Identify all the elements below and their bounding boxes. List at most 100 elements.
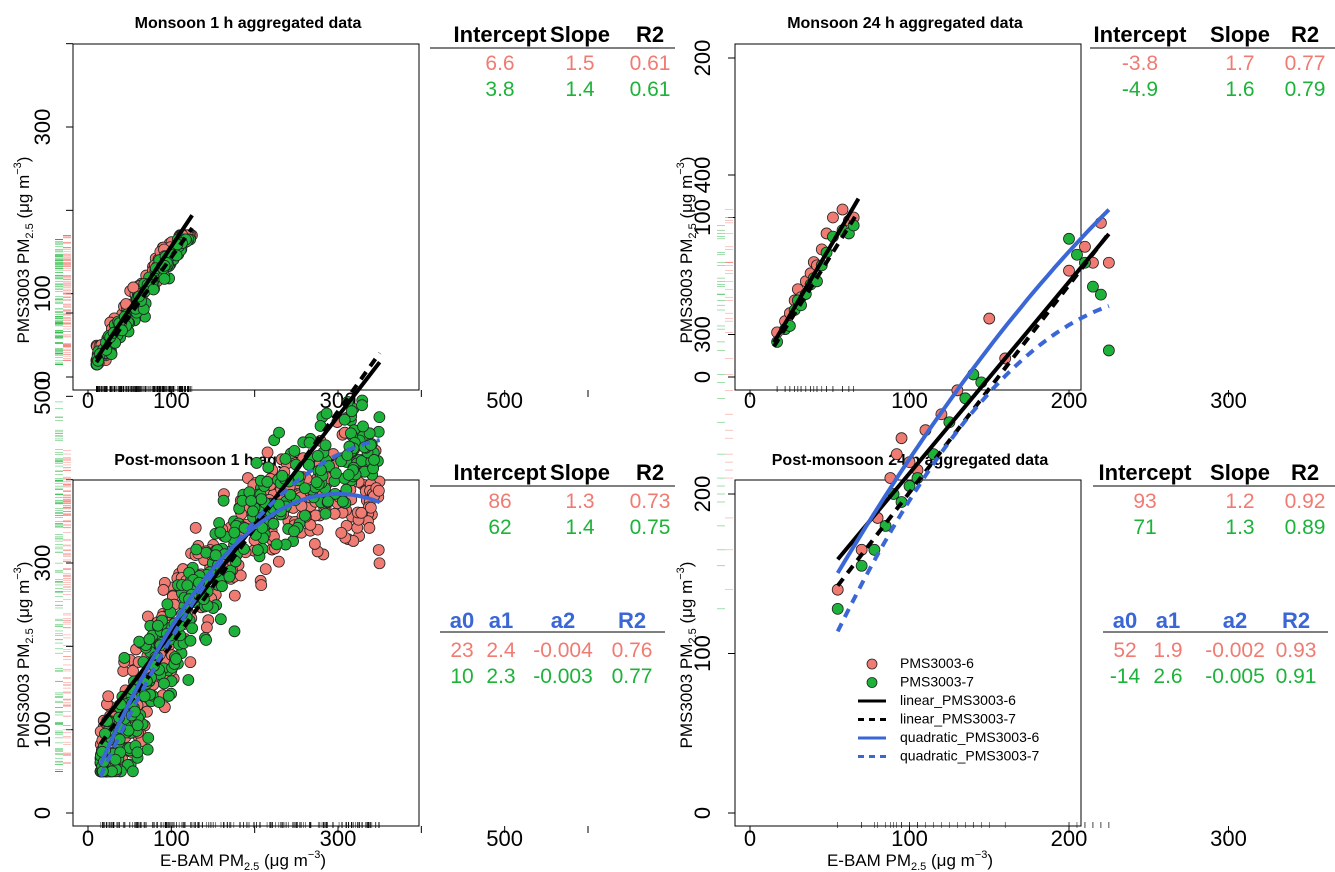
data-point bbox=[153, 696, 166, 708]
ylabel: PMS3003 PM2.5 (μg m−3) bbox=[675, 562, 699, 749]
data-point bbox=[1102, 256, 1115, 269]
data-point bbox=[890, 448, 903, 461]
data-point bbox=[127, 281, 140, 294]
table-cell: -14 bbox=[1110, 665, 1141, 688]
data-point bbox=[1063, 264, 1075, 277]
y-tick-label: 0 bbox=[690, 807, 715, 819]
data-point bbox=[214, 613, 227, 626]
table-cell: 1.4 bbox=[565, 78, 595, 101]
table-cell: -0.002 bbox=[1205, 639, 1265, 662]
y-tick-label: 100 bbox=[690, 635, 715, 672]
table-cell: 86 bbox=[488, 490, 511, 513]
table-cell: -3.8 bbox=[1122, 52, 1158, 75]
data-point bbox=[261, 446, 274, 459]
x-tick-label: 300 bbox=[320, 826, 357, 851]
data-point bbox=[190, 543, 203, 556]
linear-fit-line bbox=[836, 232, 1111, 561]
linear-fit-line bbox=[772, 210, 861, 348]
data-point bbox=[102, 690, 115, 703]
data-point bbox=[255, 579, 268, 592]
data-point bbox=[250, 457, 263, 469]
y-tick-label: 300 bbox=[30, 109, 55, 146]
data-point bbox=[299, 509, 311, 522]
data-point bbox=[356, 399, 368, 412]
table-header: a2 bbox=[551, 608, 575, 633]
panel-title: Monsoon 24 h aggregated data bbox=[787, 15, 1023, 32]
data-point bbox=[831, 602, 844, 615]
data-point bbox=[373, 411, 386, 424]
xlabel: E-BAM PM2.5 (μg m−3) bbox=[160, 849, 326, 872]
data-point bbox=[364, 501, 377, 514]
table-cell: -4.9 bbox=[1122, 78, 1158, 101]
y-tick-label: 200 bbox=[690, 476, 715, 513]
data-point bbox=[170, 653, 182, 665]
y-tick-label: 100 bbox=[690, 199, 715, 236]
linear-fit-line bbox=[98, 351, 382, 745]
x-tick-label: 200 bbox=[1051, 826, 1088, 851]
data-point bbox=[157, 584, 170, 596]
data-point bbox=[162, 690, 175, 702]
data-point bbox=[322, 495, 334, 508]
data-point bbox=[355, 506, 368, 519]
data-point bbox=[983, 312, 996, 325]
xlabel: E-BAM PM2.5 (μg m−3) bbox=[827, 849, 993, 872]
table-cell: 1.5 bbox=[565, 52, 594, 75]
data-point bbox=[143, 633, 156, 646]
data-point bbox=[276, 469, 289, 482]
data-point bbox=[184, 656, 197, 669]
svg-text:PMS3003 PM2.5 (μg m−3): PMS3003 PM2.5 (μg m−3) bbox=[675, 562, 699, 749]
data-point bbox=[345, 405, 358, 418]
table-cell: 6.6 bbox=[485, 52, 514, 75]
table-header: Intercept bbox=[454, 460, 548, 485]
table-cell: 0.61 bbox=[630, 52, 671, 75]
data-point bbox=[141, 743, 154, 756]
table-cell: 2.4 bbox=[486, 639, 516, 662]
data-point bbox=[251, 544, 264, 556]
data-point bbox=[336, 495, 349, 508]
x-tick-label: 100 bbox=[153, 826, 190, 851]
x-tick-label: 0 bbox=[744, 388, 756, 413]
data-point bbox=[1087, 280, 1099, 293]
x-tick-label: 200 bbox=[1051, 388, 1088, 413]
table-cell: 23 bbox=[450, 639, 473, 662]
data-point bbox=[158, 677, 170, 690]
table-header: a1 bbox=[489, 608, 513, 633]
data-point bbox=[363, 522, 376, 534]
data-point bbox=[273, 426, 285, 439]
table-cell: 1.9 bbox=[1153, 639, 1182, 662]
quadratic-fit-line bbox=[835, 304, 1110, 633]
svg-text:PMS3003 PM2.5 (μg m−3): PMS3003 PM2.5 (μg m−3) bbox=[12, 157, 36, 344]
data-point bbox=[288, 444, 301, 457]
x-tick-label: 0 bbox=[82, 826, 94, 851]
table-header: R2 bbox=[1282, 608, 1310, 633]
data-point bbox=[288, 525, 300, 538]
x-tick-label: 500 bbox=[486, 826, 523, 851]
linear-fit-line bbox=[94, 214, 194, 361]
svg-text:PMS3003 PM2.5 (μg m−3): PMS3003 PM2.5 (μg m−3) bbox=[675, 157, 699, 344]
y-tick-label: 300 bbox=[30, 545, 55, 582]
table-cell: 10 bbox=[450, 665, 473, 688]
data-point bbox=[1071, 248, 1083, 261]
table-header: R2 bbox=[1291, 22, 1319, 47]
data-point bbox=[319, 507, 332, 520]
y-tick-label: 500 bbox=[30, 378, 55, 415]
data-point bbox=[228, 625, 241, 638]
table-cell: 0.89 bbox=[1285, 516, 1326, 539]
data-point bbox=[234, 569, 247, 582]
panel-monsoon-24h: Monsoon 24 h aggregated data PMS3003 PM2… bbox=[675, 15, 1023, 343]
table-cell: 1.2 bbox=[1225, 490, 1254, 513]
data-point bbox=[138, 690, 151, 703]
table-cell: 0.73 bbox=[630, 490, 671, 513]
data-point bbox=[357, 420, 369, 433]
data-point bbox=[855, 559, 868, 572]
legend-marker bbox=[866, 677, 878, 688]
data-point bbox=[335, 526, 348, 539]
quadratic-fit-line bbox=[98, 438, 381, 778]
data-point bbox=[311, 449, 324, 462]
data-point bbox=[338, 413, 351, 426]
plot-0: 01003005000100300500InterceptSlopeR26.61… bbox=[30, 22, 675, 413]
y-tick-label: 100 bbox=[30, 711, 55, 748]
table-header: a0 bbox=[450, 608, 474, 633]
table-cell: 1.3 bbox=[1225, 516, 1254, 539]
